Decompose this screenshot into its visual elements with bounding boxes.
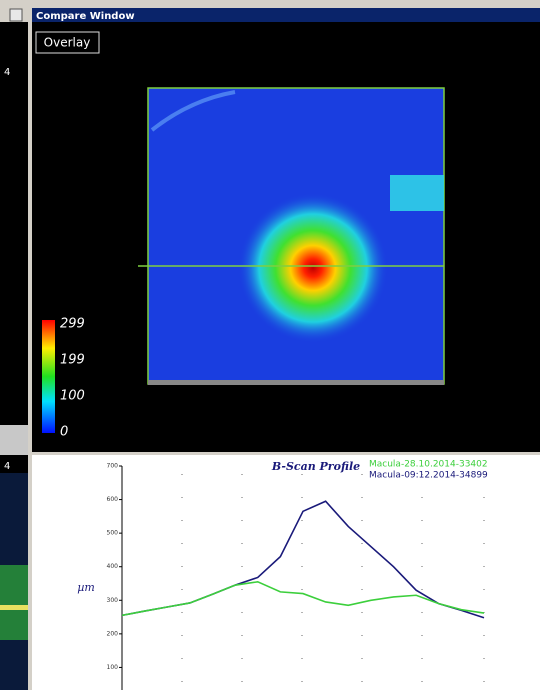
map-patch: [390, 175, 444, 211]
y-tick-label: 200: [107, 630, 119, 637]
y-tick-label: 700: [107, 463, 119, 470]
map-peak: [238, 193, 388, 343]
compare-window: 4 Compare Window Overlay 299 199 100 0: [0, 0, 540, 455]
y-tick-label: 300: [107, 597, 119, 604]
colorbar-label: 299: [60, 317, 85, 332]
profile-chart: B-Scan Profile µm 100 200 300 400 500 600 700 M…: [32, 455, 540, 690]
left-bscan-band: [0, 605, 28, 610]
y-axis-label: µm: [77, 581, 95, 594]
y-tick-label: 100: [107, 664, 119, 671]
y-tick-label: 400: [107, 563, 119, 570]
window-title: Compare Window: [36, 11, 135, 22]
y-tick-label: 600: [107, 496, 119, 503]
colorbar: [42, 320, 55, 433]
left-panel: [0, 22, 28, 425]
restore-icon[interactable]: [10, 9, 22, 21]
left-bscan: 4: [0, 455, 28, 690]
colorbar-label: 199: [60, 353, 85, 368]
chart-bg: [32, 455, 540, 690]
left-separator: [0, 425, 28, 455]
left-label: 4: [4, 67, 10, 78]
colorbar-label: 0: [60, 425, 68, 440]
chart-title: B-Scan Profile: [271, 460, 360, 473]
overlay-button-label[interactable]: Overlay: [44, 36, 91, 50]
frame: [0, 0, 540, 8]
legend-entry: Macula-09:12.2014-34899: [369, 471, 488, 481]
map-edge: [148, 380, 444, 385]
left-label: 4: [4, 461, 10, 472]
legend-entry: Macula-28.10.2014-33402: [369, 460, 488, 470]
y-tick-label: 500: [107, 530, 119, 537]
left-bscan-layer: [0, 565, 28, 640]
colorbar-label: 100: [60, 389, 85, 404]
screen: 4 Compare Window Overlay 299 199 100 0 4 B-…: [0, 0, 540, 690]
